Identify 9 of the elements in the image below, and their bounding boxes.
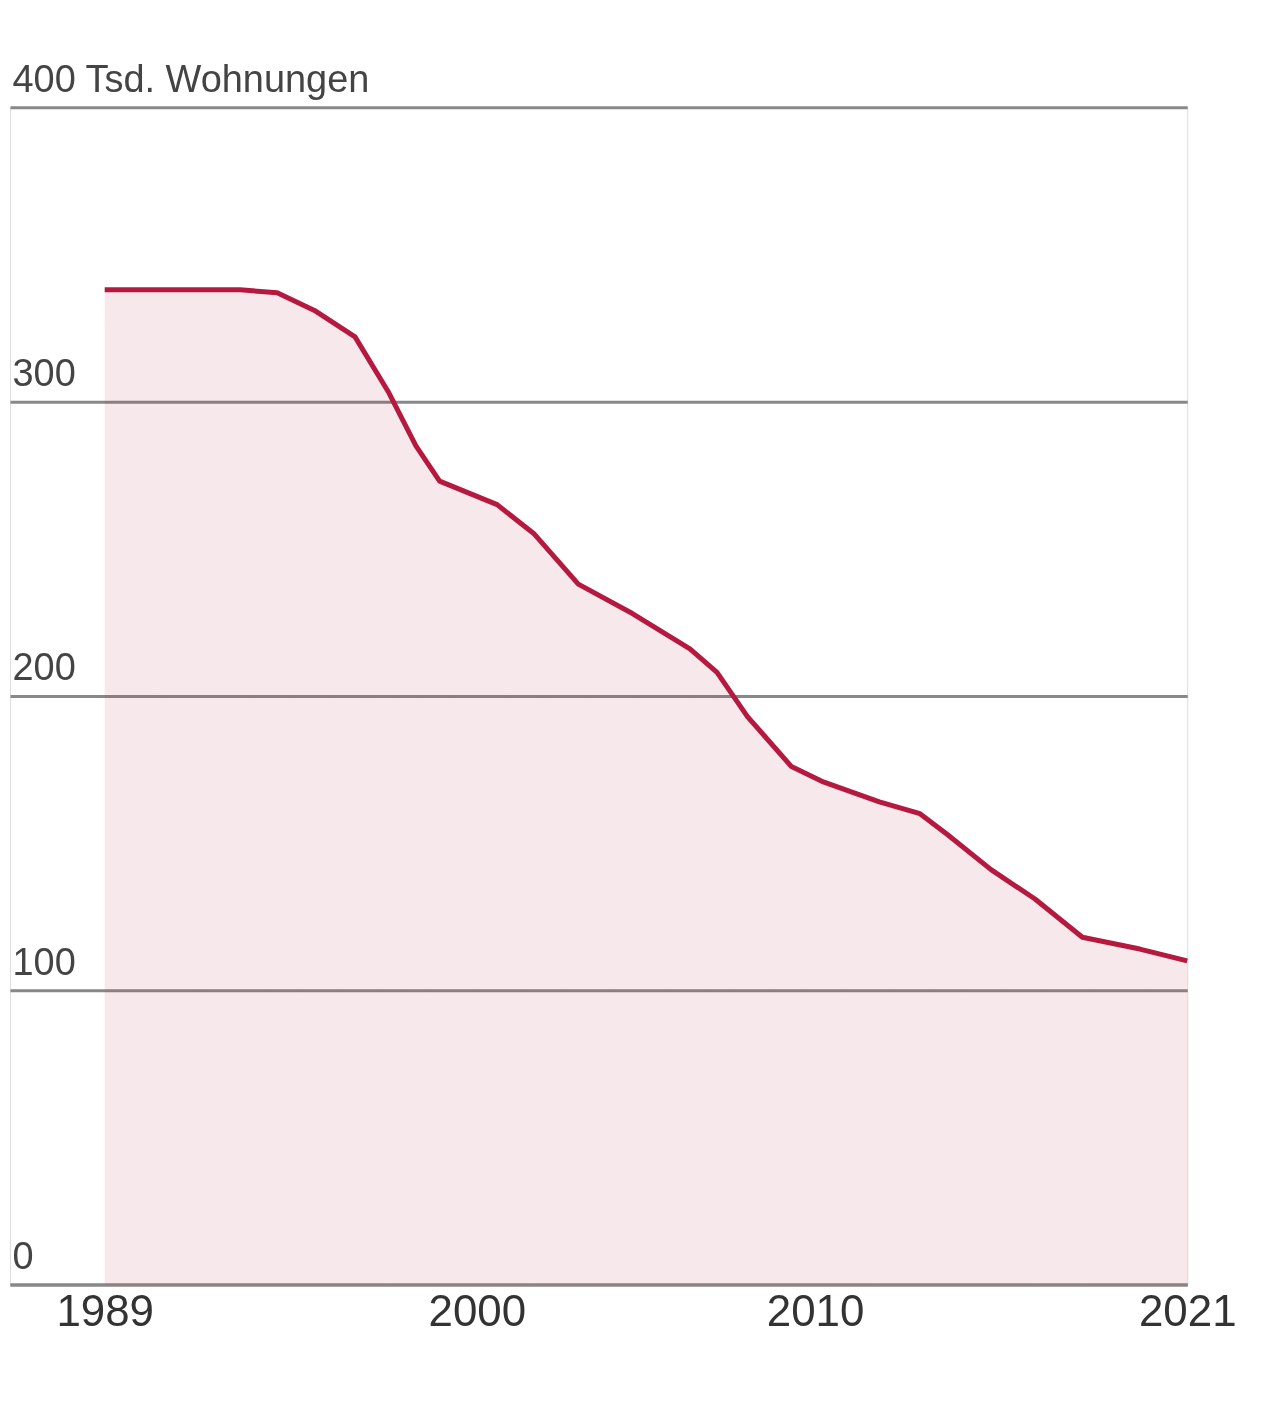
x-tick-label: 1989 — [56, 1285, 154, 1335]
x-tick-label: 2000 — [428, 1285, 527, 1335]
x-tick-label: 2021 — [1138, 1285, 1237, 1335]
x-tick-label: 2010 — [766, 1285, 865, 1335]
y-tick-label: 100 — [12, 940, 76, 983]
y-tick-label: 200 — [12, 646, 76, 689]
y-tick-label: 0 — [12, 1235, 34, 1278]
y-tick-label: 400 Tsd. Wohnungen — [12, 57, 370, 100]
y-tick-label: 300 — [12, 352, 76, 395]
